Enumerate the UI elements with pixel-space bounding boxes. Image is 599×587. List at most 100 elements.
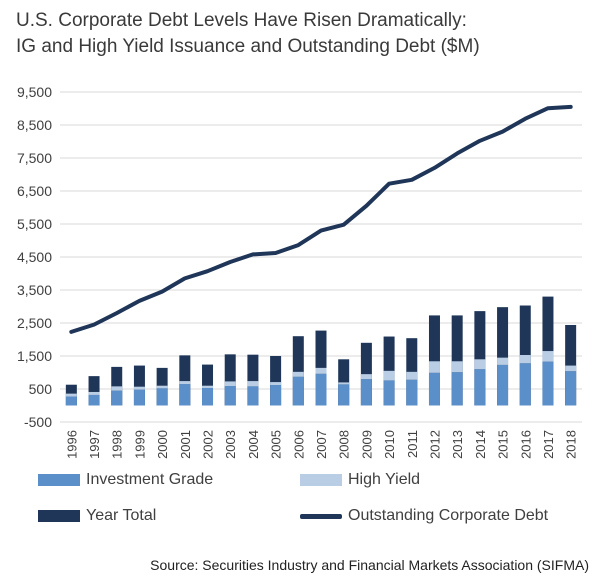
bar-high-yield — [315, 367, 327, 374]
bar-high-yield — [428, 361, 440, 373]
outstanding-corporate-debt-line — [69, 104, 573, 334]
bar-high-yield — [247, 381, 259, 387]
x-tick-label: 2004 — [246, 430, 261, 459]
bar-high-yield — [179, 381, 191, 385]
chart-title-line-1: U.S. Corporate Debt Levels Have Risen Dr… — [16, 10, 467, 31]
bar-high-yield — [270, 382, 282, 386]
x-tick-label: 2013 — [450, 430, 465, 459]
bar-year-total — [88, 376, 100, 406]
x-tick-label: 2003 — [223, 430, 238, 459]
bar-investment-grade — [451, 372, 463, 406]
x-tick-label: 1999 — [132, 430, 147, 459]
chart-title: U.S. Corporate Debt Levels Have Risen Dr… — [16, 8, 480, 60]
x-tick-label: 2014 — [473, 430, 488, 459]
bar-high-yield — [565, 365, 577, 372]
y-tick-label: 1,500 — [17, 348, 52, 364]
y-tick-label: -500 — [24, 414, 52, 430]
bar-investment-grade — [497, 364, 509, 406]
bar-year-total — [428, 315, 440, 406]
bar-investment-grade — [315, 373, 327, 406]
bar-high-yield — [519, 355, 531, 364]
bar-investment-grade — [88, 394, 100, 406]
bar-high-yield — [133, 386, 145, 390]
y-tick-label: 3,500 — [17, 282, 52, 298]
bar-investment-grade — [156, 388, 168, 406]
bar-year-total — [111, 366, 123, 406]
source-note: Source: Securities Industry and Financia… — [150, 557, 589, 573]
bar-investment-grade — [133, 389, 145, 406]
bar-investment-grade — [65, 396, 77, 406]
bar-year-total — [133, 365, 145, 406]
bar-high-yield — [88, 391, 100, 395]
y-tick-label: 2,500 — [17, 315, 52, 331]
bar-year-total — [474, 311, 486, 406]
bar-high-yield — [383, 370, 395, 381]
bars — [65, 296, 577, 406]
bar-high-yield — [542, 351, 554, 362]
bar-year-total — [202, 364, 214, 406]
bar-investment-grade — [542, 361, 554, 406]
bar-year-total — [497, 307, 509, 406]
y-tick-label: 9,500 — [17, 84, 52, 100]
x-tick-label: 2012 — [427, 430, 442, 459]
bar-investment-grade — [519, 363, 531, 406]
bar-year-total — [451, 315, 463, 406]
x-tick-label: 2002 — [201, 430, 216, 459]
x-tick-label: 1996 — [64, 430, 79, 459]
bar-high-yield — [406, 371, 418, 380]
bar-high-yield — [65, 393, 77, 397]
bar-high-yield — [111, 386, 123, 391]
x-tick-label: 2001 — [178, 430, 193, 459]
bar-investment-grade — [202, 388, 214, 406]
bar-high-yield — [474, 359, 486, 370]
bar-high-yield — [451, 361, 463, 373]
bar-year-total — [247, 354, 259, 406]
bar-investment-grade — [474, 369, 486, 406]
bar-year-total — [292, 336, 304, 406]
x-tick-label: 2006 — [291, 430, 306, 459]
bar-investment-grade — [224, 386, 236, 406]
x-tick-label: 2011 — [405, 430, 420, 458]
outstanding-line-group — [69, 104, 573, 334]
bar-investment-grade — [360, 379, 372, 406]
bar-high-yield — [224, 381, 236, 387]
bar-high-yield — [292, 371, 304, 377]
x-tick-label: 2015 — [496, 430, 511, 459]
bar-high-yield — [202, 385, 214, 389]
x-tick-label: 2016 — [518, 430, 533, 459]
x-tick-label: 1997 — [87, 430, 102, 459]
x-tick-label: 2009 — [359, 430, 374, 459]
bar-investment-grade — [270, 385, 282, 406]
bar-investment-grade — [338, 384, 350, 406]
bar-high-yield — [338, 382, 350, 385]
y-tick-label: 7,500 — [17, 150, 52, 166]
bar-investment-grade — [565, 371, 577, 406]
y-tick-label: 6,500 — [17, 183, 52, 199]
x-tick-label: 2008 — [337, 430, 352, 459]
x-tick-label: 2005 — [269, 430, 284, 459]
chart-title-line-2: IG and High Yield Issuance and Outstandi… — [16, 36, 480, 57]
y-tick-label: 500 — [29, 381, 53, 397]
x-axis-ticks: 1996 1997 1998 1999 2000 2001 2002 2003 2004 2005… — [64, 430, 578, 459]
bar-high-yield — [156, 385, 168, 389]
bar-high-yield — [360, 374, 372, 380]
bar-investment-grade — [179, 384, 191, 406]
x-tick-label: 2018 — [564, 430, 579, 459]
bar-year-total — [179, 355, 191, 406]
bar-investment-grade — [428, 372, 440, 406]
y-axis-ticks: 9,500 8,500 7,500 6,500 5,500 4,500 3,500 2,500… — [17, 84, 52, 430]
bar-year-total — [224, 354, 236, 406]
bar-year-total — [270, 356, 282, 406]
bar-investment-grade — [292, 376, 304, 406]
bar-year-total — [565, 324, 577, 406]
bar-investment-grade — [406, 379, 418, 406]
x-tick-label: 1998 — [110, 430, 125, 459]
y-tick-label: 8,500 — [17, 117, 52, 133]
bar-high-yield — [497, 357, 509, 365]
bar-investment-grade — [247, 386, 259, 406]
x-tick-label: 2017 — [541, 430, 556, 459]
y-tick-label: 5,500 — [17, 216, 52, 232]
x-tick-label: 2007 — [314, 430, 329, 459]
bar-investment-grade — [111, 390, 123, 406]
